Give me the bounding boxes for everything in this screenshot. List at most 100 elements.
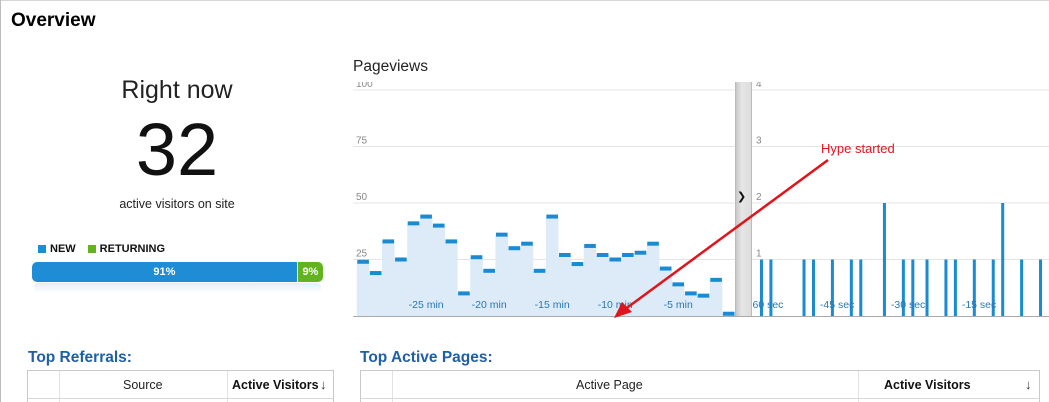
returning-visitors-segment: 9% (296, 262, 323, 282)
x-tick-label: -5 min (664, 299, 693, 311)
pageviews-second-bar (849, 259, 853, 316)
pageviews-second-bar (972, 259, 976, 316)
pageviews-minute-bar (697, 293, 710, 298)
pageviews-second-bar (925, 259, 929, 316)
pageviews-second-bar (811, 259, 815, 316)
pageviews-minute-bar (483, 268, 495, 273)
x-tick-label: -30 sec (891, 299, 925, 311)
bar-reflection (34, 283, 321, 293)
pageviews-minute-bar (369, 271, 382, 276)
x-tick-label: -45 sec (820, 299, 854, 311)
sort-descending-arrow-icon[interactable]: ↓ (320, 377, 327, 392)
pageviews-minute-bar (508, 246, 521, 251)
pageviews-minute-bar (722, 311, 735, 316)
pageviews-second-bar (944, 259, 948, 316)
pageviews-second-bar (911, 259, 915, 316)
y-tick-label: 2 (756, 192, 762, 203)
legend-new-label: NEW (50, 243, 76, 255)
legend-new: NEW (38, 243, 76, 255)
pageviews-second-bar (830, 259, 834, 316)
x-tick-label: -15 sec (962, 299, 996, 311)
pageviews-minute-bar (445, 239, 458, 244)
new-swatch-icon (38, 245, 46, 253)
y-tick-label: 1 (756, 249, 762, 260)
pageviews-minute-bar (357, 259, 369, 264)
page-title: Overview (11, 10, 96, 31)
pageviews-minute-bar (420, 214, 432, 219)
x-tick-label: -25 min (409, 299, 444, 311)
column-separator (59, 371, 60, 402)
y-tick-label: 50 (356, 192, 368, 203)
pageviews-second-bar (769, 259, 773, 316)
pageviews-minute-bar (609, 257, 622, 262)
column-separator (392, 371, 393, 402)
header-row-line (28, 398, 333, 399)
column-separator (227, 371, 228, 402)
chart-baseline (353, 316, 1049, 317)
column-header-active-visitors[interactable]: Active Visitors (232, 378, 319, 392)
pageviews-minute-bar (685, 291, 697, 296)
active-visitors-caption: active visitors on site (119, 197, 235, 211)
pageviews-minute-bar (407, 221, 420, 226)
y-tick-label: 100 (356, 82, 373, 90)
pageviews-minute-bar (622, 252, 634, 257)
pageviews-per-second-chart: 1 2 3 4 -60 sec -45 sec -30 sec -15 sec (749, 79, 1049, 316)
column-header-active-page[interactable]: Active Page (576, 378, 643, 392)
pageviews-minute-bar (596, 252, 609, 257)
y-tick-label: 75 (356, 136, 368, 147)
pageviews-second-bar (1020, 259, 1024, 316)
visitor-type-legend: NEW RETURNING (38, 243, 165, 255)
pageviews-second-bar (859, 259, 863, 316)
legend-returning-label: RETURNING (99, 243, 166, 255)
pageviews-per-minute-chart: 25 50 75 100 -25 min -20 min -15 min -10 min -5 … (353, 79, 735, 316)
new-visitors-segment: 91% (32, 262, 297, 282)
pageviews-minute-bar (495, 232, 508, 237)
pageviews-minute-bar (533, 268, 546, 273)
pageviews-minute-bar (395, 257, 407, 262)
pageviews-minute-bar (659, 266, 672, 271)
y-tick-label: 4 (756, 82, 762, 90)
sort-descending-arrow-icon[interactable]: ↓ (1025, 377, 1032, 392)
top-referrals-title: Top Referrals: (28, 349, 132, 366)
pageviews-second-bar (1039, 259, 1043, 316)
pageviews-minute-bar (458, 291, 470, 296)
legend-returning: RETURNING (87, 243, 166, 255)
pageviews-second-bar (1001, 203, 1005, 316)
pageviews-minute-bar (432, 223, 445, 228)
top-active-pages-title: Top Active Pages: (360, 349, 493, 366)
new-vs-returning-bar: 91% 9% (32, 262, 323, 282)
pageviews-minute-bar (571, 262, 584, 267)
column-header-source[interactable]: Source (123, 378, 163, 392)
annotation-overlay: Hype started (614, 141, 895, 318)
pageviews-minute-bar (470, 255, 483, 260)
pageviews-second-bar (759, 259, 763, 316)
top-active-pages-table-header: Active Page Active Visitors ↓ (360, 370, 1040, 402)
chevron-right-icon[interactable]: ❯ (737, 191, 747, 203)
annotation-arrowhead-icon (614, 302, 632, 318)
x-tick-label: -15 min (535, 299, 570, 311)
pageviews-second-bar (991, 259, 995, 316)
x-tick-label: -20 min (472, 299, 507, 311)
pageviews-second-bar (901, 259, 905, 316)
chart-expand-handle[interactable] (735, 82, 751, 316)
pageviews-second-bar (882, 203, 886, 316)
pageviews-minute-bar (382, 239, 395, 244)
pageviews-minute-bar (634, 250, 647, 255)
column-header-active-visitors[interactable]: Active Visitors (884, 378, 971, 392)
pageviews-second-bar (802, 259, 806, 316)
returning-swatch-icon (87, 245, 96, 253)
window-left-border (0, 0, 1, 402)
y-tick-label: 3 (756, 136, 762, 147)
pageviews-minute-bar (647, 241, 659, 246)
pageviews-title: Pageviews (353, 58, 428, 75)
pageviews-minute-bar (546, 214, 558, 219)
window-top-border (0, 0, 1049, 1)
header-row-line (361, 398, 1039, 399)
y-tick-label: 25 (356, 249, 368, 260)
top-referrals-table-header: Source Active Visitors ↓ (27, 370, 334, 402)
pageviews-minute-bar (672, 282, 685, 287)
pageviews-minute-bar (710, 277, 722, 282)
per-second-chart-svg: 1 2 3 4 -60 sec -45 sec -30 sec -15 sec (749, 79, 1049, 316)
annotation-label: Hype started (821, 141, 895, 156)
